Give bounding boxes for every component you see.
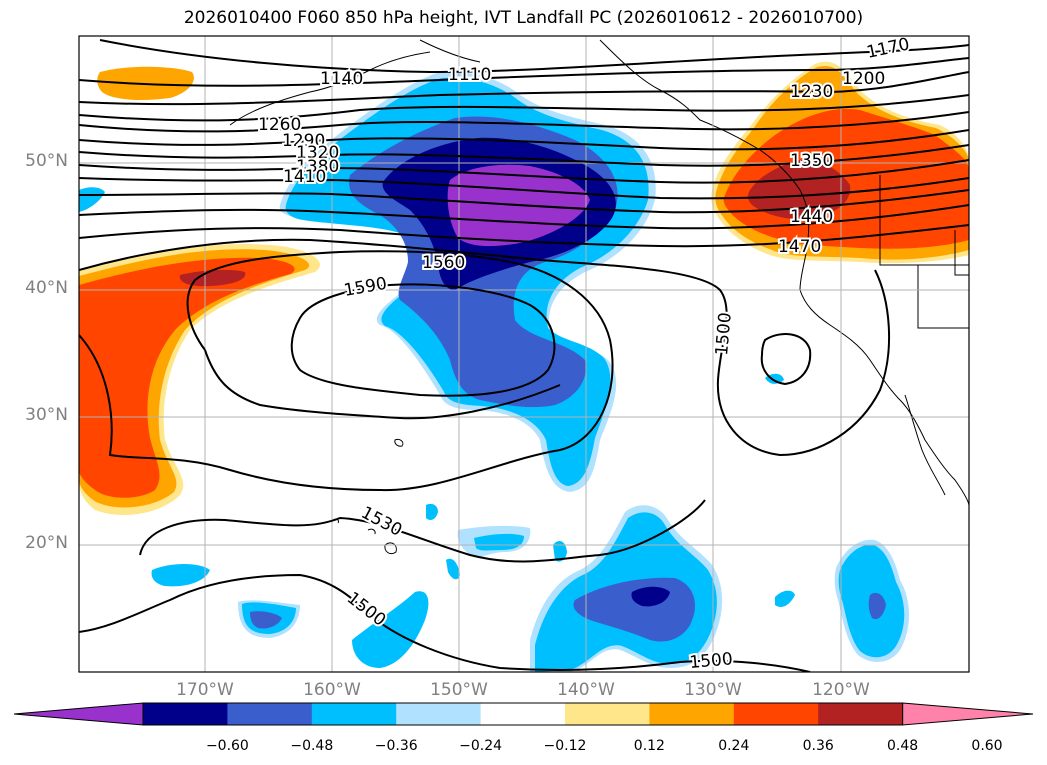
colorbar-tick-label: −0.60	[205, 738, 249, 754]
colorbar-tick-label: −0.48	[290, 738, 334, 754]
colorbar-tick-label: 0.60	[971, 738, 1003, 754]
lon-label-130w: 130°W	[684, 680, 742, 700]
contour-line	[79, 573, 811, 672]
contour-label: 1320	[296, 143, 339, 163]
negative-anomaly-patch	[446, 558, 460, 580]
contour-line	[79, 189, 969, 214]
contour-line	[99, 39, 969, 74]
lat-label-40n: 40°N	[25, 278, 68, 298]
colorbar-tick-label: 0.12	[633, 738, 665, 754]
contour-labels: 1110 1140 1170 1200 1230 1260 1290 1320 …	[256, 32, 913, 675]
colorbar-segment	[480, 703, 566, 725]
colorbar-tick-label: −0.36	[374, 738, 418, 754]
colorbar-segment	[396, 703, 482, 725]
ivt-shading	[79, 61, 969, 672]
lon-label-120w: 120°W	[812, 680, 870, 700]
contour-label: 1290	[282, 131, 325, 151]
colorbar-segment	[649, 703, 735, 725]
lat-label-30n: 30°N	[25, 405, 68, 425]
colorbar-segment	[311, 703, 397, 725]
colorbar-tick-label: −0.24	[459, 738, 503, 754]
colorbar-extension-high	[902, 702, 1034, 726]
contour-line	[79, 57, 969, 87]
lat-label-20n: 20°N	[25, 533, 68, 553]
negative-anomaly-south	[631, 586, 670, 607]
colorbar-segment	[565, 703, 650, 725]
contour-label: 1350	[790, 151, 833, 171]
contour-line	[79, 144, 969, 167]
colorbar-extension-low	[13, 702, 144, 726]
positive-anomaly-west	[79, 257, 295, 498]
negative-anomaly-patch	[426, 503, 438, 520]
lat-label-50n: 50°N	[25, 151, 68, 171]
contour-label: 1500	[712, 312, 736, 357]
contour-line	[79, 111, 969, 133]
colorbar-segment	[143, 703, 228, 725]
contour-label: 1440	[790, 207, 833, 227]
contour-label: 1410	[283, 167, 326, 187]
colorbar-frame	[142, 702, 904, 726]
negative-anomaly-patch	[250, 611, 282, 629]
map-title: 2026010400 F060 850 hPa height, IVT Land…	[183, 8, 864, 28]
contour-line	[139, 499, 706, 563]
contour-line	[290, 283, 556, 397]
contour-label: 1140	[320, 69, 363, 89]
gridlines	[79, 36, 969, 672]
lon-label-160w: 160°W	[303, 680, 361, 700]
lon-label-150w: 150°W	[430, 680, 488, 700]
contour-line	[79, 159, 969, 184]
contour-line	[760, 333, 812, 386]
height-contours	[79, 39, 969, 672]
contour-line	[204, 349, 561, 420]
lon-label-140w: 140°W	[557, 680, 615, 700]
contour-label: 1560	[422, 253, 465, 273]
colorbar-tick-label: 0.36	[802, 738, 834, 754]
colorbar-segment	[818, 703, 904, 725]
negative-anomaly-east	[868, 592, 886, 620]
contour-label: 1380	[296, 157, 339, 177]
colorbar-tick-label: −0.12	[543, 738, 587, 754]
contour-line	[79, 94, 969, 122]
negative-anomaly-patch	[151, 564, 210, 587]
contour-line	[79, 71, 969, 106]
colorbar-segment	[733, 703, 819, 725]
lon-label-170w: 170°W	[176, 680, 234, 700]
colorbar-tick-label: 0.48	[887, 738, 919, 754]
contour-line	[79, 250, 614, 492]
negative-anomaly-patch	[775, 590, 795, 607]
negative-anomaly-patch	[474, 533, 524, 551]
contour-label: 1200	[842, 69, 885, 89]
negative-anomaly-patch	[79, 187, 105, 212]
colorbar-segment	[227, 703, 313, 725]
contour-line	[79, 224, 969, 248]
contour-label: 1470	[778, 237, 821, 257]
contour-line	[79, 177, 969, 200]
contour-label: 1260	[258, 115, 301, 135]
contour-label: 1110	[448, 65, 491, 85]
negative-anomaly-patch	[553, 540, 567, 562]
contour-line	[79, 204, 969, 230]
contour-line	[79, 238, 891, 457]
colorbar-tick-label: 0.24	[718, 738, 750, 754]
map-frame	[78, 35, 970, 673]
contour-label: 1500	[689, 649, 734, 673]
positive-anomaly-west	[179, 269, 246, 287]
colorbar	[13, 702, 1034, 726]
contour-line	[79, 129, 969, 151]
contour-label: 1230	[790, 82, 833, 102]
